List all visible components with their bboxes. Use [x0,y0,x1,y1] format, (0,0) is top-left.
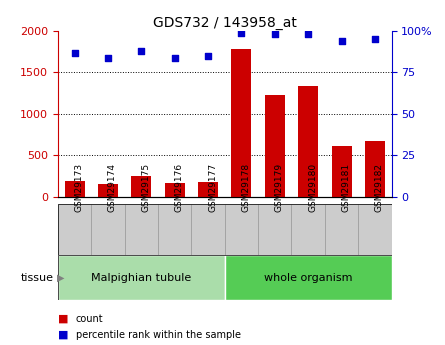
Text: GSM29175: GSM29175 [142,163,150,212]
Text: GSM29180: GSM29180 [308,163,317,212]
Point [105,55,112,60]
Text: GSM29174: GSM29174 [108,163,117,212]
Bar [358,204,392,259]
Point [271,32,279,37]
Text: count: count [76,314,103,324]
Bar [325,204,358,259]
Bar [125,204,158,259]
Text: tissue: tissue [20,273,53,283]
Point [71,50,78,55]
Bar [58,255,225,300]
Text: GSM29181: GSM29181 [342,163,351,212]
Text: whole organism: whole organism [264,273,352,283]
Text: ■: ■ [58,314,69,324]
Bar [298,86,318,197]
Text: GSM29173: GSM29173 [75,163,84,212]
Point [171,55,178,60]
Point [305,32,312,37]
Bar [265,95,285,197]
Bar [258,204,291,259]
Bar [231,49,251,197]
Bar [165,184,185,197]
Bar [365,141,385,197]
Point [372,37,379,42]
Bar [291,204,325,259]
Bar [158,204,191,259]
Text: ■: ■ [58,330,69,339]
Bar [98,184,118,197]
Bar [65,181,85,197]
Text: ▶: ▶ [57,273,65,283]
Bar [225,255,392,300]
Point [238,30,245,36]
Bar [191,204,225,259]
Text: GSM29177: GSM29177 [208,163,217,212]
Text: GSM29176: GSM29176 [174,163,184,212]
Text: Malpighian tubule: Malpighian tubule [91,273,191,283]
Text: GSM29179: GSM29179 [275,163,284,212]
Bar [225,204,258,259]
Text: GSM29182: GSM29182 [375,163,384,212]
Title: GDS732 / 143958_at: GDS732 / 143958_at [153,16,297,30]
Bar [91,204,125,259]
Bar [131,176,151,197]
Text: percentile rank within the sample: percentile rank within the sample [76,330,241,339]
Point [205,53,212,59]
Text: GSM29178: GSM29178 [241,163,251,212]
Bar [58,204,91,259]
Point [138,48,145,54]
Bar [198,182,218,197]
Bar [332,146,352,197]
Point [338,38,345,44]
